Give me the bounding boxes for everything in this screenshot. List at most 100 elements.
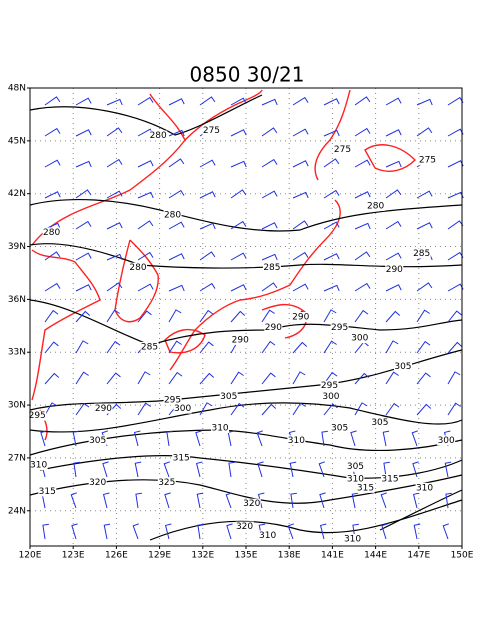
wind-barb — [385, 340, 399, 354]
contour-label: 290 — [265, 323, 282, 333]
contour-label: 275 — [419, 156, 436, 166]
wind-barb — [73, 461, 80, 478]
label-backdrop — [264, 322, 283, 333]
label-backdrop — [330, 322, 349, 333]
coastlines — [31, 89, 416, 441]
label-backdrop — [346, 461, 365, 472]
wind-barb — [230, 252, 247, 261]
wind-barb — [261, 282, 278, 292]
wind-barb — [164, 523, 172, 540]
wind-barb — [164, 492, 171, 509]
wind-barb — [292, 96, 309, 106]
contour-label: 275 — [203, 126, 220, 136]
wind-barb — [323, 284, 340, 292]
wind-barb — [261, 98, 278, 106]
wind-barb — [75, 340, 89, 354]
wind-barb — [416, 403, 432, 416]
wind-barb — [103, 523, 111, 540]
wind-barb — [168, 371, 183, 385]
wind-barb — [70, 492, 78, 509]
label-backdrop — [219, 391, 238, 402]
wind-barb — [261, 403, 277, 416]
wind-barb — [133, 430, 141, 447]
x-tick-label: 141E — [321, 551, 344, 561]
wind-barb — [323, 129, 340, 137]
x-tick-label: 120E — [19, 551, 42, 561]
wind-barb — [44, 251, 61, 261]
wind-barb — [106, 282, 123, 292]
wind-barb — [199, 402, 213, 416]
wind-barb — [137, 191, 154, 199]
wind-barb — [168, 221, 185, 230]
wind-barb — [323, 309, 337, 323]
x-tick-label: 138E — [278, 551, 301, 561]
label-backdrop — [320, 380, 339, 391]
wind-barb — [385, 310, 401, 323]
wind-barb — [292, 402, 306, 416]
contour-label: 305 — [331, 423, 348, 433]
label-backdrop — [437, 435, 456, 446]
label-backdrop — [330, 422, 349, 433]
wind-barb — [416, 127, 433, 137]
contour-label: 295 — [164, 395, 181, 405]
label-backdrop — [321, 391, 340, 402]
label-backdrop — [231, 334, 250, 345]
wind-barb — [163, 461, 171, 478]
wind-barb — [226, 523, 233, 540]
wind-barb — [354, 191, 371, 199]
wind-barb — [137, 283, 154, 292]
label-backdrop — [149, 130, 168, 141]
label-backdrop — [172, 452, 191, 463]
wind-barb — [350, 430, 357, 447]
contour-label: 275 — [334, 145, 351, 155]
contour-label: 280 — [367, 202, 384, 212]
label-backdrop — [415, 482, 434, 493]
contour-label: 300 — [438, 436, 455, 446]
wind-barb — [106, 340, 121, 354]
x-tick-label: 132E — [191, 551, 214, 561]
wind-barb — [44, 127, 61, 137]
label-backdrop — [418, 155, 437, 166]
wind-barb — [354, 222, 371, 230]
wind-barb — [385, 371, 399, 385]
contour-label: 280 — [43, 228, 60, 238]
y-tick-label: 36N — [8, 295, 26, 305]
wind-barb — [230, 310, 246, 323]
wind-barb — [444, 461, 452, 478]
contour-label: 280 — [164, 210, 181, 220]
y-tick-label: 27N — [8, 453, 26, 463]
contour-label: 310 — [288, 436, 305, 446]
wind-barb — [75, 129, 92, 137]
wind-barb — [106, 222, 123, 230]
label-backdrop — [29, 459, 48, 470]
wind-barb — [292, 341, 308, 354]
contour-labels: 280 275 275 275 280 280 280 280 285 290 285 290 295 2… — [28, 125, 456, 544]
contour-label: 310 — [416, 483, 433, 493]
wind-barb — [230, 371, 244, 385]
label-backdrop — [262, 262, 281, 273]
wind-barb — [106, 372, 121, 385]
wind-barb — [292, 283, 309, 292]
contour-label: 325 — [158, 478, 175, 488]
wind-barb — [292, 251, 309, 261]
wind-barb — [261, 190, 278, 199]
contour-label: 285 — [413, 249, 430, 259]
wind-barb — [385, 129, 402, 137]
label-backdrop — [202, 125, 221, 136]
wind-barb — [168, 189, 185, 199]
x-tick-label: 144E — [364, 551, 387, 561]
wind-barb — [354, 372, 370, 385]
label-backdrop — [94, 403, 113, 414]
wind-barb — [102, 492, 110, 509]
wind-barb — [228, 461, 235, 478]
contour-label: 290 — [386, 265, 403, 275]
wind-barb — [447, 128, 464, 137]
contour-label: 320 — [236, 522, 253, 532]
wind-barb — [447, 220, 464, 230]
wind-barb — [230, 189, 247, 199]
wind-barb — [199, 159, 216, 168]
label-backdrop — [291, 312, 310, 322]
wind-barb — [44, 341, 59, 354]
wind-barb — [261, 309, 275, 323]
